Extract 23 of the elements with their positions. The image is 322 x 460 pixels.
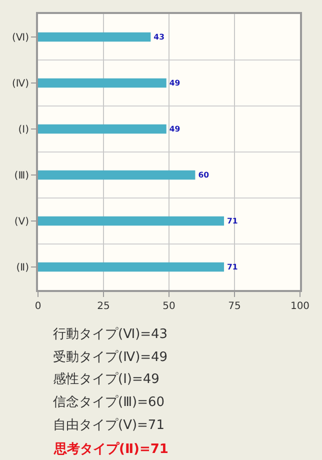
text: 信念タイプ(Ⅲ)=60 <box>53 395 165 410</box>
y-tick-label: (Ⅵ) <box>12 32 30 44</box>
y-tick-label: (Ⅰ) <box>18 124 30 136</box>
x-tick-label: 100 <box>290 301 310 312</box>
y-tick-label: (Ⅴ) <box>14 216 30 228</box>
text: 行動タイプ(Ⅵ)=43 <box>53 327 168 342</box>
text: 自由タイプ(Ⅴ)=71 <box>53 418 164 433</box>
x-tick-label: 50 <box>162 301 176 312</box>
y-tick-label: (Ⅳ) <box>12 78 30 90</box>
bar <box>38 216 224 226</box>
bar <box>38 262 224 272</box>
bar <box>38 170 196 180</box>
text: 思考タイプ(Ⅱ)=71 <box>53 441 168 457</box>
bar <box>38 78 166 88</box>
y-tick-label: (Ⅱ) <box>16 262 30 274</box>
text: 受動タイプ(Ⅳ)=49 <box>53 350 168 365</box>
y-tick-label: (Ⅲ) <box>14 170 30 182</box>
bar <box>38 124 166 134</box>
x-tick-label: 0 <box>34 301 42 312</box>
x-tick-label: 75 <box>228 301 241 312</box>
x-tick-label: 25 <box>97 301 110 312</box>
bar <box>38 32 151 42</box>
text: 感性タイプ(Ⅰ)=49 <box>53 372 160 387</box>
